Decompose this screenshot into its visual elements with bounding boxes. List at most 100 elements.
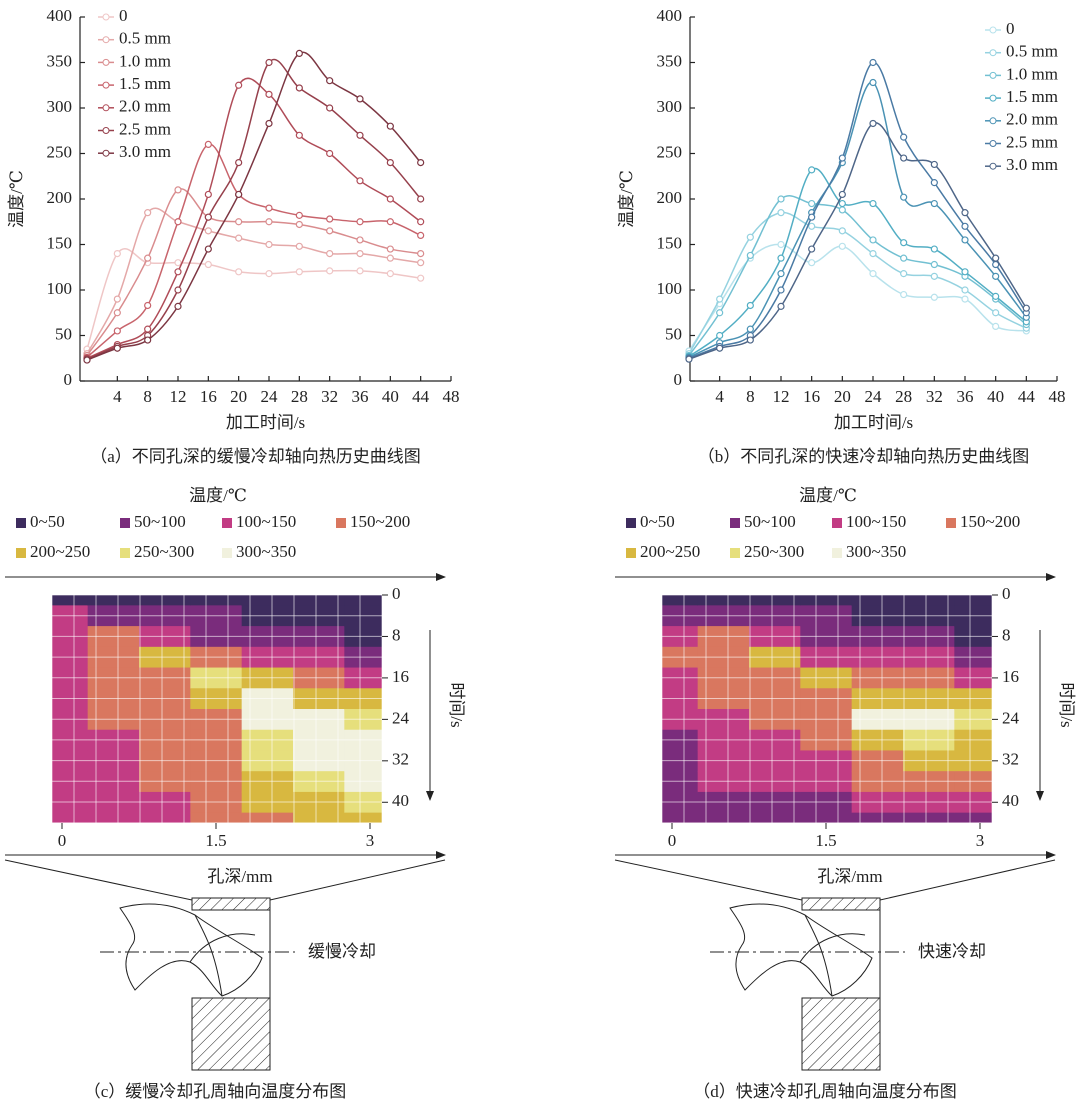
heat-cell: [697, 812, 750, 823]
point: [930, 260, 938, 269]
heat-cell: [800, 791, 853, 814]
x-tick-label: 24: [865, 387, 883, 406]
x-tick-label: 8: [746, 387, 755, 406]
heat-cell: [954, 812, 992, 823]
legend-swatch: [730, 518, 740, 528]
legend-label: 1.0 mm: [1006, 64, 1058, 83]
x-tick-label: 32: [926, 387, 943, 406]
point: [386, 254, 394, 262]
heat-cell: [662, 812, 699, 823]
series-line: [688, 61, 1027, 359]
y-tick-label: 100: [657, 279, 683, 298]
x-tick-label: 20: [230, 387, 247, 406]
y-tick-label: 50: [55, 324, 72, 343]
point: [265, 119, 273, 128]
x-tick-label: 4: [715, 387, 724, 406]
legend-swatch: [336, 518, 346, 528]
point: [930, 245, 938, 253]
x-tick-label: 3: [366, 831, 375, 850]
heat-cell: [749, 595, 801, 606]
heat-cell: [662, 791, 699, 814]
point: [746, 301, 754, 310]
point: [961, 236, 969, 244]
y-tick-label: 0: [392, 584, 401, 603]
heat-cell: [851, 595, 904, 606]
heat-cell: [87, 812, 140, 823]
x-tick-label: 0: [58, 831, 67, 850]
legend-swatch: [832, 548, 842, 558]
legend-marker: [989, 117, 997, 125]
point: [992, 254, 1000, 262]
y-tick-label: 200: [47, 188, 73, 207]
point: [326, 227, 334, 235]
point: [900, 154, 908, 162]
legend-label: 3.0 mm: [1006, 155, 1058, 174]
point: [326, 267, 334, 275]
x-tick-label: 36: [352, 387, 369, 406]
point: [386, 122, 394, 130]
x-tick-label: 32: [321, 387, 338, 406]
point: [113, 250, 121, 258]
legend-label: 300~350: [236, 542, 296, 561]
y-axis-label: 温度/℃: [7, 170, 26, 228]
heat-cell: [662, 595, 699, 606]
point: [204, 140, 212, 148]
legend-label: 2.0 mm: [1006, 110, 1058, 129]
heat-cell: [697, 791, 750, 814]
x-tick-label: 28: [895, 387, 912, 406]
point: [204, 260, 212, 269]
x-tick-label: 0: [668, 831, 677, 850]
heat-cell: [87, 595, 140, 606]
legend-title: 温度/℃: [189, 486, 247, 505]
point: [417, 250, 425, 258]
point: [869, 250, 877, 258]
y-tick-label: 8: [1002, 625, 1011, 644]
point: [144, 301, 152, 310]
point: [295, 220, 303, 229]
legend-swatch: [730, 548, 740, 558]
point: [113, 327, 121, 335]
point: [869, 119, 877, 128]
point: [838, 242, 846, 250]
legend-marker: [102, 149, 110, 157]
point: [295, 211, 303, 219]
heat-cell: [52, 812, 89, 823]
point: [204, 190, 212, 199]
legend-marker: [102, 36, 110, 44]
point: [838, 190, 846, 199]
heat-cell: [903, 595, 955, 606]
point: [356, 95, 364, 103]
legend-label: 2.5 mm: [1006, 132, 1058, 151]
legend-swatch: [946, 518, 956, 528]
point: [777, 302, 785, 310]
point: [144, 209, 152, 217]
x-tick-label: 40: [987, 387, 1004, 406]
point: [265, 218, 273, 226]
x-tick-label: 48: [443, 387, 460, 406]
point: [992, 322, 1000, 330]
point: [900, 193, 908, 201]
x-tick-label: 28: [291, 387, 308, 406]
heat-cell: [903, 791, 955, 814]
point: [417, 159, 425, 167]
heat-cell: [139, 791, 191, 814]
y-tick-label: 16: [1002, 667, 1019, 686]
legend-label: 0.5 mm: [119, 29, 171, 48]
heat-cell: [190, 595, 243, 606]
x-axis-label: 孔深/mm: [207, 867, 272, 886]
point: [295, 242, 303, 250]
point: [113, 309, 121, 317]
y-tick-label: 250: [657, 142, 683, 161]
point: [386, 159, 394, 167]
y-tick-label: 150: [47, 233, 73, 252]
y-tick-label: 350: [657, 51, 683, 70]
legend-title: 温度/℃: [799, 486, 857, 505]
point: [295, 131, 303, 139]
point: [961, 209, 969, 217]
point: [777, 270, 785, 278]
point: [808, 259, 816, 267]
y-axis-label: 时间/s: [1057, 682, 1076, 727]
point: [356, 218, 364, 226]
